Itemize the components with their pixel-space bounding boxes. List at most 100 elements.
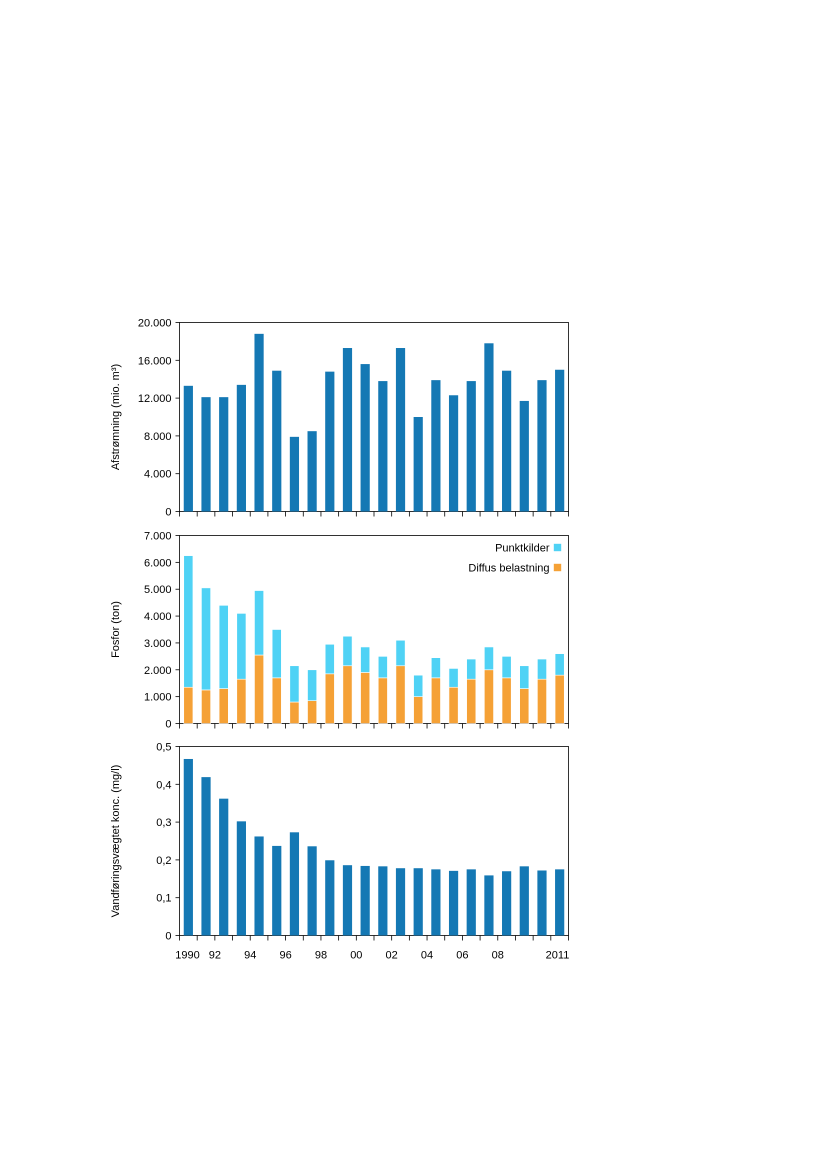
y-tick-label: 0,2 (156, 855, 171, 867)
bar-diffuse-2008 (501, 677, 512, 724)
bar-1990 (183, 758, 193, 936)
y-axis-label: Afstrømning (mio. m³) (110, 364, 122, 470)
bar-2009 (519, 866, 529, 936)
bar-diffuse-1992 (218, 688, 229, 724)
bar-2002 (395, 868, 406, 936)
bar-1996 (289, 436, 300, 512)
y-tick-label: 3.000 (144, 638, 172, 650)
x-tick-label: 1990 (175, 950, 199, 962)
bar-point-2006 (466, 658, 477, 680)
bar-diffuse-2004 (430, 677, 441, 724)
bar-diffuse-2003 (413, 696, 424, 724)
phosphorus-chart: 0 1.000 2.000 3.000 4.000 5.000 6.000 7.000 Fosf… (110, 531, 569, 731)
bar-1997 (307, 431, 317, 512)
y-tick-label: 4.000 (144, 611, 172, 623)
y-tick-label: 5.000 (144, 584, 172, 596)
bar-diffuse-2007 (484, 669, 494, 724)
bar-2003 (413, 868, 423, 936)
x-tick-label: 00 (350, 950, 362, 962)
bar-1991 (201, 777, 211, 936)
bar-1998 (325, 860, 335, 936)
bar-1995 (272, 370, 282, 512)
bar-2001 (378, 866, 388, 936)
bar-point-1995 (271, 629, 282, 679)
bar-point-2005 (448, 668, 459, 688)
bar-2008 (502, 370, 512, 512)
bar-1999 (342, 865, 353, 936)
bar-1992 (219, 397, 229, 512)
y-tick-label: 7.000 (144, 531, 172, 543)
y-tick-label: 2.000 (144, 665, 172, 677)
legend-swatch (553, 563, 562, 572)
bar-1992 (219, 798, 229, 936)
y-tick-label: 6.000 (144, 557, 172, 569)
bar-point-1998 (324, 643, 335, 675)
y-tick-label: 0 (165, 507, 171, 519)
x-tick-label: 2011 (546, 950, 570, 962)
bar-point-1997 (307, 669, 318, 701)
y-tick-label: 12.000 (138, 393, 172, 405)
bar-1993 (236, 384, 246, 512)
bar-diffuse-1998 (324, 673, 335, 724)
x-tick-label: 94 (244, 950, 256, 962)
bar-2010 (537, 380, 547, 512)
bar-point-2010 (537, 658, 547, 680)
x-tick-label: 06 (456, 950, 468, 962)
legend-label: Punktkilder (495, 543, 550, 555)
bar-point-2011 (554, 653, 565, 676)
bar-2006 (466, 869, 476, 936)
bar-1995 (272, 845, 282, 936)
bar-point-1994 (254, 590, 264, 656)
bar-point-2000 (360, 646, 371, 673)
y-tick-label: 16.000 (138, 355, 172, 367)
bar-2011 (555, 369, 565, 512)
bar-2002 (395, 348, 406, 512)
bar-point-1991 (201, 587, 211, 691)
bar-diffuse-1999 (342, 665, 353, 724)
bar-diffuse-1993 (236, 678, 247, 724)
bar-diffuse-2006 (466, 678, 477, 724)
bar-1999 (342, 348, 353, 512)
bar-1998 (325, 371, 335, 512)
y-tick-label: 20.000 (138, 318, 172, 330)
bar-point-1996 (289, 665, 300, 703)
bar-2006 (466, 381, 476, 512)
y-axis-label: Fosfor (ton) (110, 601, 122, 658)
bar-2001 (378, 381, 388, 512)
bar-point-1990 (183, 555, 194, 688)
bar-2004 (431, 380, 441, 512)
legend-label: Diffus belastning (468, 563, 549, 575)
bar-2009 (519, 400, 529, 512)
bar-point-2009 (519, 665, 530, 689)
y-tick-label: 0 (165, 931, 171, 943)
legend-swatch (553, 543, 562, 552)
y-tick-label: 4.000 (144, 469, 172, 481)
bar-point-2007 (484, 646, 494, 671)
bar-2004 (431, 869, 441, 936)
y-tick-label: 0,1 (156, 893, 171, 905)
x-tick-label: 02 (386, 950, 398, 962)
bar-1993 (236, 821, 246, 936)
bar-diffuse-2001 (377, 677, 388, 724)
bar-diffuse-1991 (201, 689, 211, 724)
x-tick-label: 04 (421, 950, 433, 962)
x-tick-label: 92 (209, 950, 221, 962)
y-tick-label: 1.000 (144, 692, 172, 704)
bar-point-2003 (413, 674, 424, 697)
bar-diffuse-1997 (307, 700, 318, 724)
bar-2010 (537, 870, 547, 936)
y-tick-label: 0 (165, 719, 171, 731)
x-tick-label: 96 (279, 950, 291, 962)
y-tick-label: 8.000 (144, 431, 172, 443)
runoff-chart: 0 4.000 8.000 12.000 16.000 20.000 Afstrømning… (110, 318, 569, 519)
bar-2011 (555, 869, 565, 936)
y-tick-label: 0,4 (156, 779, 171, 791)
bar-2003 (413, 417, 423, 512)
bar-point-2004 (430, 657, 441, 679)
concentration-chart: 0 0,1 0,2 0,3 0,4 0,5 Vandføringsvægtet konc. … (110, 742, 569, 962)
bar-point-1992 (218, 605, 229, 689)
bar-point-1999 (342, 635, 353, 667)
bar-point-2002 (395, 639, 406, 667)
bar-1994 (254, 836, 264, 936)
